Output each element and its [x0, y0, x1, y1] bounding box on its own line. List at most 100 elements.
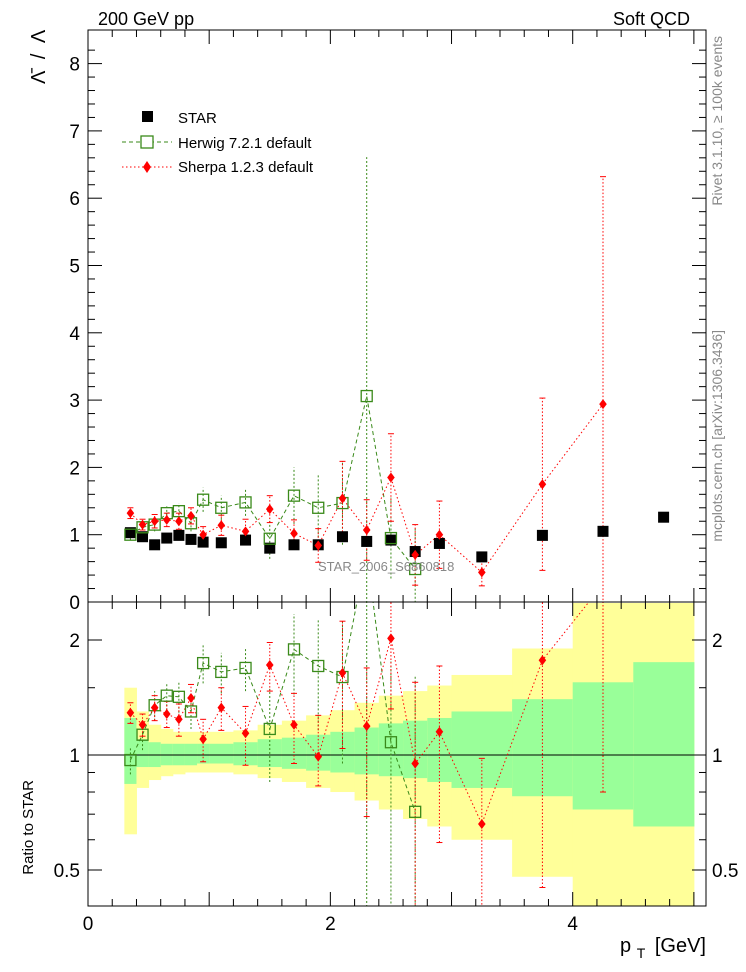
svg-text:Λ̄ / Λ: Λ̄ / Λ: [28, 29, 50, 84]
ratio-band-inner: [209, 743, 234, 764]
ratio-y-tick-labels: 0.5 0.5 1 1 2 2: [54, 631, 739, 882]
ratio-herwig-point: [239, 661, 252, 675]
ratio-herwig-point: [287, 643, 301, 656]
ratio-sherpa-point: [138, 719, 147, 730]
ratio-band-inner: [633, 662, 695, 827]
sherpa-point: [478, 567, 486, 578]
sherpa-point: [217, 520, 226, 531]
herwig-point: [409, 562, 422, 576]
ratio-y-tick-label: 0.5: [54, 861, 80, 882]
legend-marker-herwig: [140, 135, 154, 149]
ratio-y-tick-label-right: 2: [712, 631, 723, 652]
main-y-tick-labels: 0 1 2 3 4 5 6 7 8: [69, 55, 80, 614]
herwig-point: [196, 493, 210, 506]
header-process-label: Soft QCD: [613, 9, 690, 29]
ratio-herwig-point: [172, 690, 186, 703]
ratio-y-tick-label-right: 1: [712, 746, 723, 767]
star-point: [173, 529, 185, 541]
legend-marker-star: [142, 111, 153, 122]
ratio-herwig-point: [196, 656, 210, 670]
ratio-sherpa-point: [435, 726, 444, 737]
star-point: [658, 511, 670, 523]
sherpa-point: [599, 399, 607, 410]
ratio-sherpa-point: [362, 721, 371, 732]
sherpa-point: [538, 479, 547, 490]
star-point: [149, 539, 161, 551]
legend-marker-sherpa: [143, 161, 151, 173]
herwig-point: [215, 501, 228, 514]
sherpa-point: [338, 493, 347, 504]
legend: STAR Herwig 7.2.1 default Sherpa 1.2.3 d…: [122, 110, 314, 176]
ratio-sherpa-point: [411, 758, 419, 769]
x-axis-label-sub: T: [637, 945, 646, 961]
star-point: [336, 531, 348, 543]
star-point: [137, 531, 149, 543]
ratio-herwig-point: [409, 805, 422, 818]
sherpa-point: [199, 529, 207, 540]
x-axis-label: p T [GeV]: [620, 935, 706, 963]
star-point: [288, 539, 300, 551]
herwig-point: [239, 496, 252, 509]
star-point: [536, 529, 548, 541]
ratio-herwig-point: [136, 728, 149, 741]
star-point: [264, 542, 276, 554]
ratio-herwig-line: [129, 602, 416, 812]
ratio-sherpa-point: [387, 633, 395, 644]
main-y-tick-label: 7: [69, 122, 80, 143]
ratio-herwig-point: [160, 689, 173, 702]
x-axis-label-main: p: [620, 935, 631, 957]
ratio-sherpa-point: [241, 728, 250, 739]
star-point: [197, 536, 209, 548]
legend-label-sherpa: Sherpa 1.2.3 default: [178, 159, 314, 176]
main-y-tick-label: 6: [69, 189, 80, 210]
ratio-data-layer: [124, 579, 607, 906]
main-y-tick-label: 2: [69, 458, 80, 479]
ratio-band-inner: [136, 739, 150, 768]
main-y-tick-label: 5: [69, 257, 80, 278]
herwig-point: [312, 501, 325, 514]
sherpa-point: [265, 504, 274, 515]
ratio-x-tick-label: 2: [325, 914, 336, 935]
herwig-point: [124, 528, 137, 541]
sherpa-point: [241, 526, 250, 537]
header-energy-label: 200 GeV pp: [98, 9, 194, 29]
sherpa-point: [150, 516, 159, 527]
ratio-herwig-point: [263, 722, 276, 736]
ratio-frame: [87, 601, 707, 907]
ratio-herwig-point: [184, 705, 198, 718]
sherpa-point: [362, 524, 371, 535]
main-panel: 0 1 2 3 4 5 6 7 8 STAR_2006_S6860818 Λ̄ / Λ STAR…: [28, 29, 707, 614]
herwig-point: [360, 389, 373, 403]
ratio-herwig-point: [124, 753, 137, 767]
sherpa-point: [411, 549, 419, 560]
star-point: [433, 537, 445, 549]
star-point: [597, 525, 609, 537]
ratio-sherpa-point: [599, 579, 607, 589]
main-y-tick-label: 8: [69, 55, 80, 76]
ratio-y-tick-label: 1: [69, 746, 80, 767]
analysis-watermark: STAR_2006_S6860818: [318, 559, 454, 574]
ratio-sherpa-point: [217, 702, 226, 713]
star-point: [361, 535, 373, 547]
mcplots-reference-label: mcplots.cern.ch [arXiv:1306.3436]: [709, 330, 725, 542]
sherpa-point: [162, 514, 171, 525]
main-data-layer: [124, 157, 670, 602]
ratio-sherpa-point: [187, 692, 195, 703]
ratio-sherpa-point: [314, 751, 323, 762]
ylabel-lambda: Λ: [28, 29, 50, 43]
ratio-y-tick-label: 2: [69, 631, 80, 652]
star-point: [161, 532, 173, 544]
ratio-panel: 0.5 0.5 1 1 2 2 0 2 4 Ratio to STAR p T [GeV]: [20, 579, 739, 963]
legend-label-star: STAR: [178, 110, 217, 127]
sherpa-point: [126, 508, 135, 519]
sherpa-point: [435, 529, 444, 540]
main-axis-ticks: [87, 30, 706, 603]
main-y-axis-label: Λ̄ / Λ: [28, 29, 50, 84]
herwig-line: [130, 395, 416, 570]
ratio-uncertainty-bands: [124, 602, 695, 906]
ratio-herwig-point: [384, 736, 398, 749]
main-y-tick-label: 1: [69, 526, 80, 547]
ratio-sherpa-line: [130, 602, 590, 826]
ratio-y-axis-label: Ratio to STAR: [20, 780, 37, 875]
